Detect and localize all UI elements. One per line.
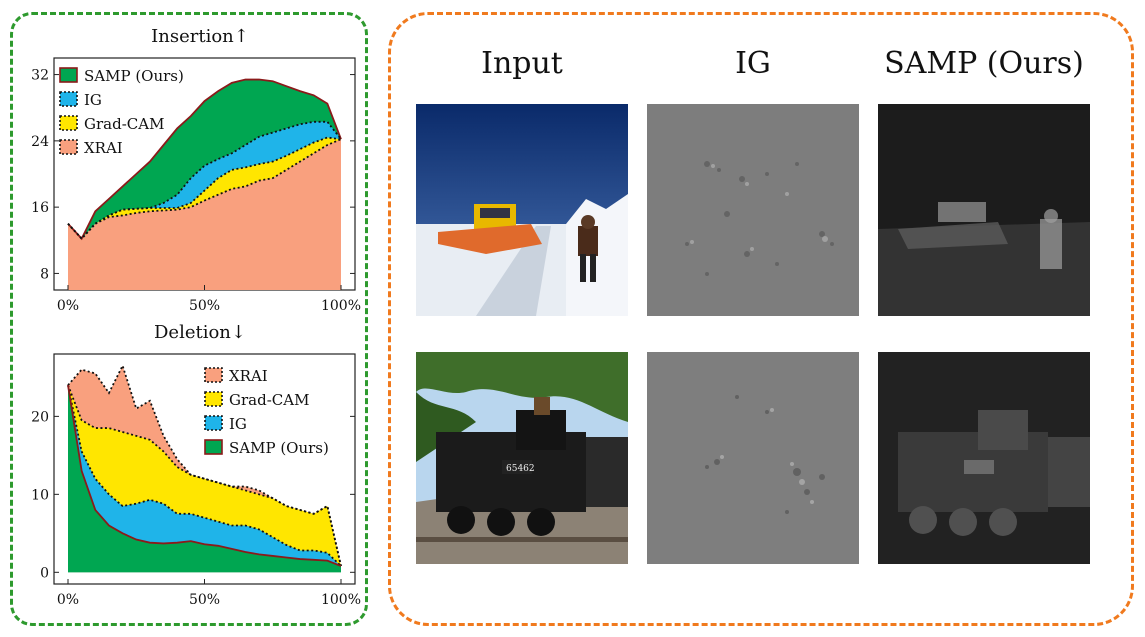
deletion-line-xrai (67, 363, 342, 567)
deletion-area-ig (68, 385, 341, 573)
deletion-xtick-label: 0% (57, 592, 79, 608)
insertion-title-text: Insertion (151, 26, 234, 47)
insertion-chart: 8 16 24 32 0% 50% 100% SAMP (Ours) IG Grad-CAM XRA… (31, 57, 361, 314)
insertion-xtick-label: 100% (321, 298, 361, 314)
deletion-line-ig (67, 385, 342, 567)
deletion-area-samp-ours (68, 385, 341, 573)
insertion-legend-swatch-ig (59, 91, 78, 107)
insertion-line-samp-ours (67, 78, 342, 241)
deletion-ytick-label: 20 (31, 409, 49, 425)
deletion-legend-swatch-ig (204, 415, 223, 431)
column-header-input: Input (481, 46, 563, 81)
deletion-xtick-label: 100% (321, 592, 361, 608)
deletion-legend-label-grad-cam: Grad-CAM (229, 391, 309, 409)
insertion-ytick-label: 32 (31, 68, 49, 84)
deletion-legend-label-samp-ours: SAMP (Ours) (229, 439, 329, 457)
saliency-panel (388, 12, 1134, 626)
insertion-legend-swatch-xrai (59, 139, 78, 155)
insertion-area-xrai (68, 139, 341, 290)
svg-text:65462: 65462 (506, 464, 535, 474)
deletion-legend-swatch-grad-cam (204, 391, 223, 407)
ig-map-snowplow (647, 104, 859, 316)
insertion-title-arrow: ↑ (233, 26, 249, 47)
deletion-xtick-label: 50% (189, 592, 220, 608)
deletion-legend-swatch-samp-ours (204, 439, 223, 455)
insertion-legend-swatch-grad-cam (59, 115, 78, 131)
insertion-line-grad-cam (67, 136, 342, 240)
insertion-legend-label-ig: IG (84, 91, 102, 109)
deletion-title-arrow: ↓ (230, 322, 246, 343)
input-image-snowplow (416, 104, 628, 316)
deletion-ytick-label: 0 (40, 565, 49, 581)
deletion-title-text: Deletion (153, 322, 231, 343)
insertion-xtick-label: 0% (57, 298, 79, 314)
insertion-line-xrai (67, 138, 342, 240)
column-header-samp: SAMP (Ours) (884, 46, 1084, 81)
insertion-ytick-label: 24 (31, 134, 49, 150)
insertion-legend-swatch-samp-ours (59, 67, 78, 83)
deletion-line-samp-ours (67, 385, 342, 567)
deletion-legend-label-xrai: XRAI (229, 367, 268, 385)
deletion-ytick-label: 10 (31, 487, 49, 503)
deletion-title: Deletion↓ (90, 322, 310, 343)
samp-map-locomotive (878, 352, 1090, 564)
insertion-ytick-label: 16 (31, 200, 49, 216)
deletion-legend-label-ig: IG (229, 415, 247, 433)
deletion-chart: 0 10 20 0% 50% 100% XRAI Grad-CAM IG SAMP (Ours) (31, 353, 361, 608)
column-header-ig: IG (735, 46, 771, 81)
insertion-legend-label-samp-ours: SAMP (Ours) (84, 67, 184, 85)
insertion-title: Insertion↑ (90, 26, 310, 47)
insertion-xtick-label: 50% (189, 298, 220, 314)
deletion-legend-swatch-xrai (204, 367, 223, 383)
ig-map-locomotive (647, 352, 859, 564)
samp-map-snowplow (878, 104, 1090, 316)
input-image-locomotive: 65462 (416, 352, 628, 564)
metrics-panel (10, 12, 368, 626)
insertion-ytick-label: 8 (40, 266, 49, 282)
insertion-legend-label-grad-cam: Grad-CAM (84, 115, 164, 133)
insertion-legend-label-xrai: XRAI (84, 139, 123, 157)
